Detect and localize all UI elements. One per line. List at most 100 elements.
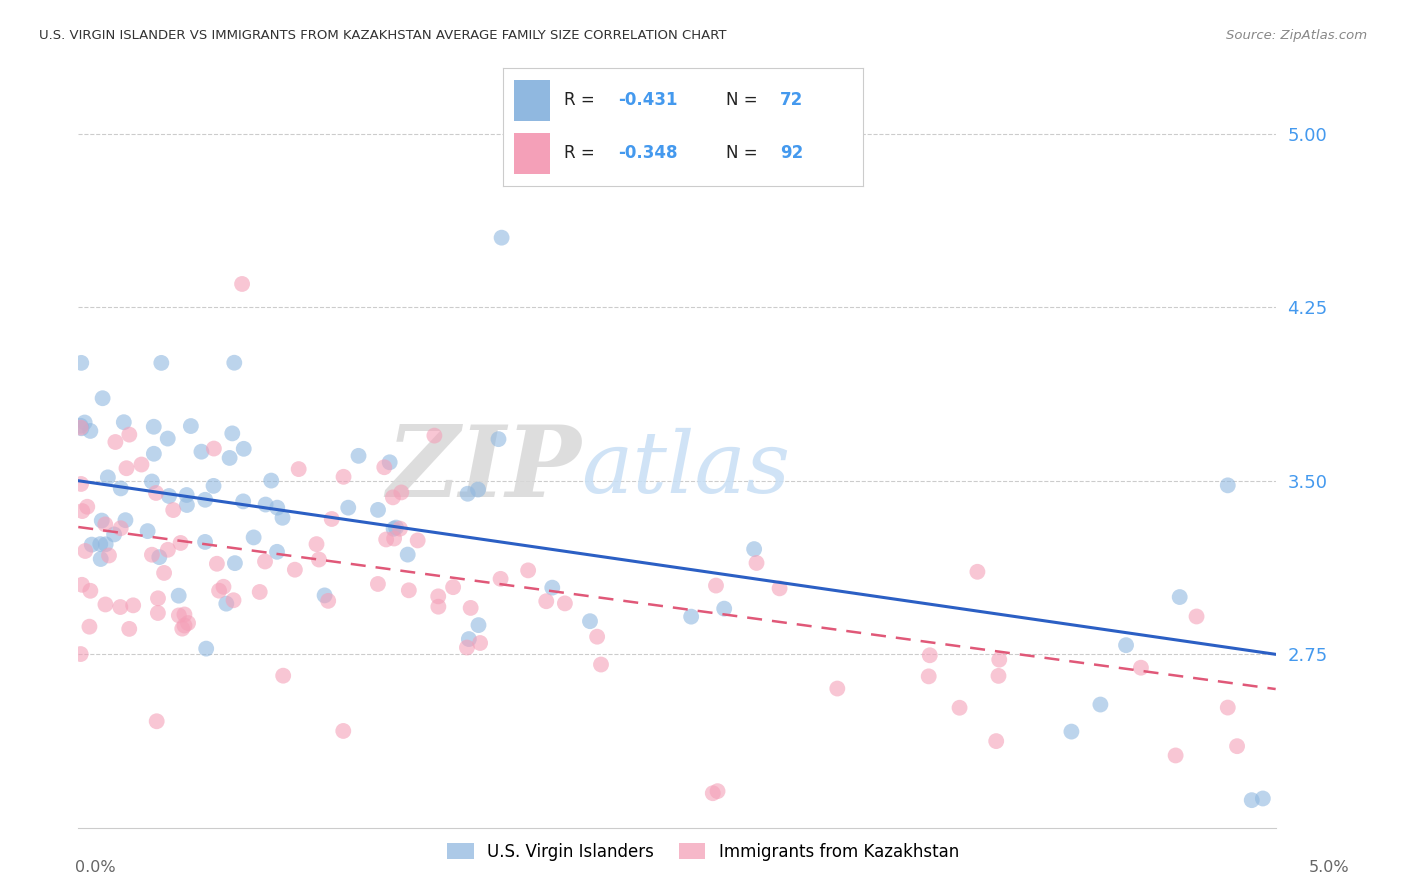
Point <box>266 545 288 559</box>
Text: 5.0%: 5.0% <box>1309 860 1348 874</box>
Point <box>948 700 970 714</box>
Point <box>488 432 510 446</box>
Point <box>768 582 790 596</box>
Point <box>146 591 169 606</box>
Point <box>986 734 1008 748</box>
Point <box>169 536 191 550</box>
Point <box>271 510 294 524</box>
Point <box>398 583 420 598</box>
Point <box>69 647 91 661</box>
Point <box>94 517 117 532</box>
Point <box>69 420 91 434</box>
Point <box>156 432 179 446</box>
Point <box>212 580 235 594</box>
Point <box>367 503 389 517</box>
Point <box>517 563 540 577</box>
Point <box>382 522 405 536</box>
Point <box>987 669 1010 683</box>
Point <box>202 479 225 493</box>
Point <box>150 356 173 370</box>
Point <box>142 447 165 461</box>
Point <box>554 596 576 610</box>
Point <box>90 552 112 566</box>
Point <box>373 460 395 475</box>
Point <box>110 600 132 615</box>
Point <box>75 544 97 558</box>
Point <box>456 640 478 655</box>
Point <box>367 577 389 591</box>
Point <box>489 572 512 586</box>
Point <box>94 598 117 612</box>
Legend: U.S. Virgin Islanders, Immigrants from Kazakhstan: U.S. Virgin Islanders, Immigrants from K… <box>440 837 966 868</box>
Point <box>90 514 112 528</box>
Point <box>382 532 405 546</box>
Point <box>314 588 336 602</box>
Point <box>114 513 136 527</box>
Point <box>110 521 132 535</box>
Point <box>378 455 401 469</box>
Point <box>145 486 167 500</box>
Point <box>589 657 612 672</box>
Point <box>1060 724 1083 739</box>
Point <box>1129 661 1152 675</box>
Point <box>1240 793 1263 807</box>
Point <box>242 530 264 544</box>
Point <box>103 527 125 541</box>
Point <box>205 557 228 571</box>
Point <box>702 786 724 800</box>
Point <box>460 601 482 615</box>
Point <box>218 450 240 465</box>
Point <box>713 601 735 615</box>
Point <box>1164 748 1187 763</box>
Point <box>98 549 121 563</box>
Point <box>347 449 370 463</box>
Point <box>468 636 491 650</box>
Point <box>1251 791 1274 805</box>
Point <box>321 512 343 526</box>
Point <box>79 620 101 634</box>
Point <box>194 535 217 549</box>
Point <box>208 583 231 598</box>
Point <box>457 632 479 646</box>
Point <box>918 669 941 683</box>
Point <box>112 415 135 429</box>
Point <box>260 474 283 488</box>
Point <box>110 482 132 496</box>
Point <box>423 428 446 442</box>
Point <box>104 435 127 450</box>
Point <box>1168 590 1191 604</box>
Point <box>308 552 330 566</box>
Point <box>118 622 141 636</box>
Point <box>115 461 138 475</box>
Point <box>177 615 200 630</box>
Point <box>131 458 153 472</box>
Point <box>389 522 412 536</box>
Point <box>827 681 849 696</box>
Point <box>1216 478 1239 492</box>
Point <box>467 483 489 497</box>
Point <box>190 444 212 458</box>
Point <box>173 607 195 622</box>
Point <box>332 723 354 738</box>
Point <box>176 498 198 512</box>
Point <box>167 608 190 623</box>
Point <box>146 606 169 620</box>
Point <box>706 784 728 798</box>
Point <box>73 416 96 430</box>
Point <box>579 614 602 628</box>
Point <box>167 589 190 603</box>
Point <box>141 475 163 489</box>
Point <box>1090 698 1112 712</box>
Point <box>266 500 288 515</box>
Point <box>145 714 167 729</box>
Point <box>194 492 217 507</box>
Text: U.S. VIRGIN ISLANDER VS IMMIGRANTS FROM KAZAKHSTAN AVERAGE FAMILY SIZE CORRELATI: U.S. VIRGIN ISLANDER VS IMMIGRANTS FROM … <box>39 29 727 42</box>
Text: 0.0%: 0.0% <box>76 860 115 874</box>
Point <box>1226 739 1249 754</box>
Point <box>173 618 195 632</box>
Point <box>97 470 120 484</box>
Point <box>221 426 243 441</box>
Point <box>70 421 93 435</box>
Point <box>254 498 277 512</box>
Point <box>441 580 464 594</box>
